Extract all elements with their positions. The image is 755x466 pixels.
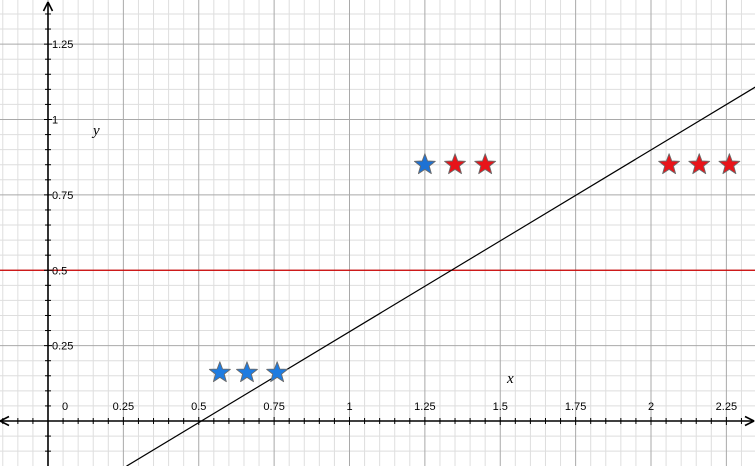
x-axis-label: x [506,371,514,387]
y-axis-label: y [91,123,100,139]
y-axis-arrow [42,1,54,12]
y-tick-label: 0.75 [52,190,73,202]
x-tick-label: 1.25 [414,401,435,413]
x-tick-label: 1 [346,401,352,413]
y-tick-label: 0.5 [52,265,67,277]
data-points [208,153,741,383]
star-marker [474,153,497,175]
star-marker [658,153,680,175]
x-tick-label: 1.75 [565,401,586,413]
reference-lines [0,86,755,466]
star-marker [236,361,258,383]
star-marker [688,153,711,175]
x-tick-label: 2.25 [716,401,737,413]
x-tick-label: 0.5 [191,401,206,413]
star-marker [266,361,289,383]
x-tick-label: 1.5 [493,401,508,413]
y-tick-label: 1 [52,115,58,127]
star-marker [718,153,741,175]
x-tick-label: 0.75 [263,401,284,413]
star-marker [208,361,231,383]
y-tick-label: 1.25 [52,39,73,51]
star-marker [413,153,436,175]
tick-labels: 0 0.25 0.5 0.75 1 1.25 1.5 1.75 2 2.25 0.25 0.5 0.75… [52,39,737,413]
x-tick-label: 2 [648,401,654,413]
x-tick-label: 0.25 [113,401,134,413]
y-tick-label: 0.25 [52,341,73,353]
regression-line [126,86,755,466]
star-marker [444,153,466,175]
x-axis-arrow [744,415,755,427]
x-axis-arrow-left [0,415,10,427]
x-tick-label: 0 [62,401,68,413]
